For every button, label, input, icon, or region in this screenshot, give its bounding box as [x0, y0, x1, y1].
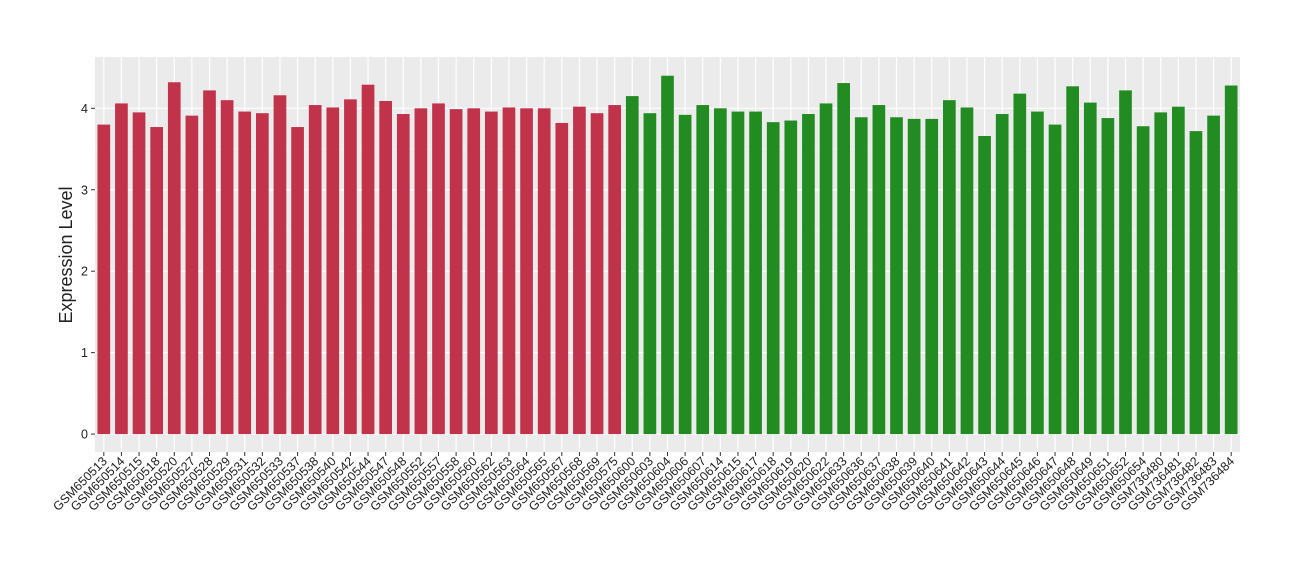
bar: [97, 124, 111, 435]
bar: [943, 100, 956, 435]
bar: [714, 108, 727, 435]
bar: [256, 113, 269, 435]
bar: [784, 120, 798, 435]
bar: [907, 118, 921, 435]
bar: [590, 113, 604, 435]
bar: [749, 111, 762, 435]
bar: [872, 105, 886, 435]
bar: [802, 114, 815, 435]
bar: [432, 103, 445, 435]
bar: [115, 103, 128, 435]
bar: [1172, 106, 1185, 435]
bar: [1048, 124, 1062, 435]
y-tick-label: 4: [81, 102, 88, 116]
bar: [220, 100, 234, 435]
bar: [978, 136, 991, 435]
bar: [537, 108, 551, 435]
bar: [485, 111, 498, 435]
bar: [819, 103, 833, 435]
bar: [573, 106, 586, 435]
bar: [960, 107, 974, 435]
bar: [696, 105, 710, 435]
bar: [414, 108, 428, 435]
bar: [731, 111, 745, 435]
bar: [1013, 93, 1027, 435]
bar: [854, 117, 868, 435]
bar: [837, 83, 850, 435]
bar: [167, 82, 181, 435]
bar: [1101, 118, 1115, 435]
bar: [203, 90, 216, 435]
y-tick-label: 1: [81, 346, 88, 360]
bar: [625, 96, 639, 435]
bar: [1189, 131, 1203, 435]
bar: [1031, 111, 1044, 435]
bar: [308, 105, 322, 435]
bar: [1154, 112, 1168, 435]
bar: [502, 107, 516, 435]
bar: [1119, 90, 1132, 435]
y-tick-label: 3: [81, 183, 88, 197]
bar: [925, 118, 939, 435]
bar: [238, 111, 252, 435]
bar: [766, 122, 780, 435]
bar: [520, 108, 533, 435]
bar: [449, 109, 463, 435]
bar: [643, 113, 657, 435]
y-tick-label: 0: [81, 428, 88, 442]
bar: [1136, 126, 1150, 435]
bar: [890, 117, 903, 435]
bar: [150, 127, 163, 435]
bar: [467, 108, 481, 435]
bar: [132, 112, 146, 435]
bar: [661, 75, 674, 435]
bar: [396, 114, 410, 435]
bar: [678, 114, 692, 435]
bar: [291, 127, 304, 435]
bar: [1207, 115, 1220, 435]
y-axis-label: Expression Level: [56, 186, 76, 323]
bar: [608, 105, 621, 435]
bar: [379, 100, 392, 435]
bar: [1083, 102, 1097, 435]
bar: [555, 122, 569, 435]
bar: [185, 115, 199, 435]
bar: [361, 84, 375, 435]
bar: [1224, 85, 1238, 435]
y-tick-label: 2: [81, 265, 88, 279]
bar: [1066, 86, 1079, 435]
bar: [273, 95, 287, 435]
bar: [344, 99, 357, 435]
bar: [995, 114, 1009, 435]
bar: [326, 107, 340, 435]
